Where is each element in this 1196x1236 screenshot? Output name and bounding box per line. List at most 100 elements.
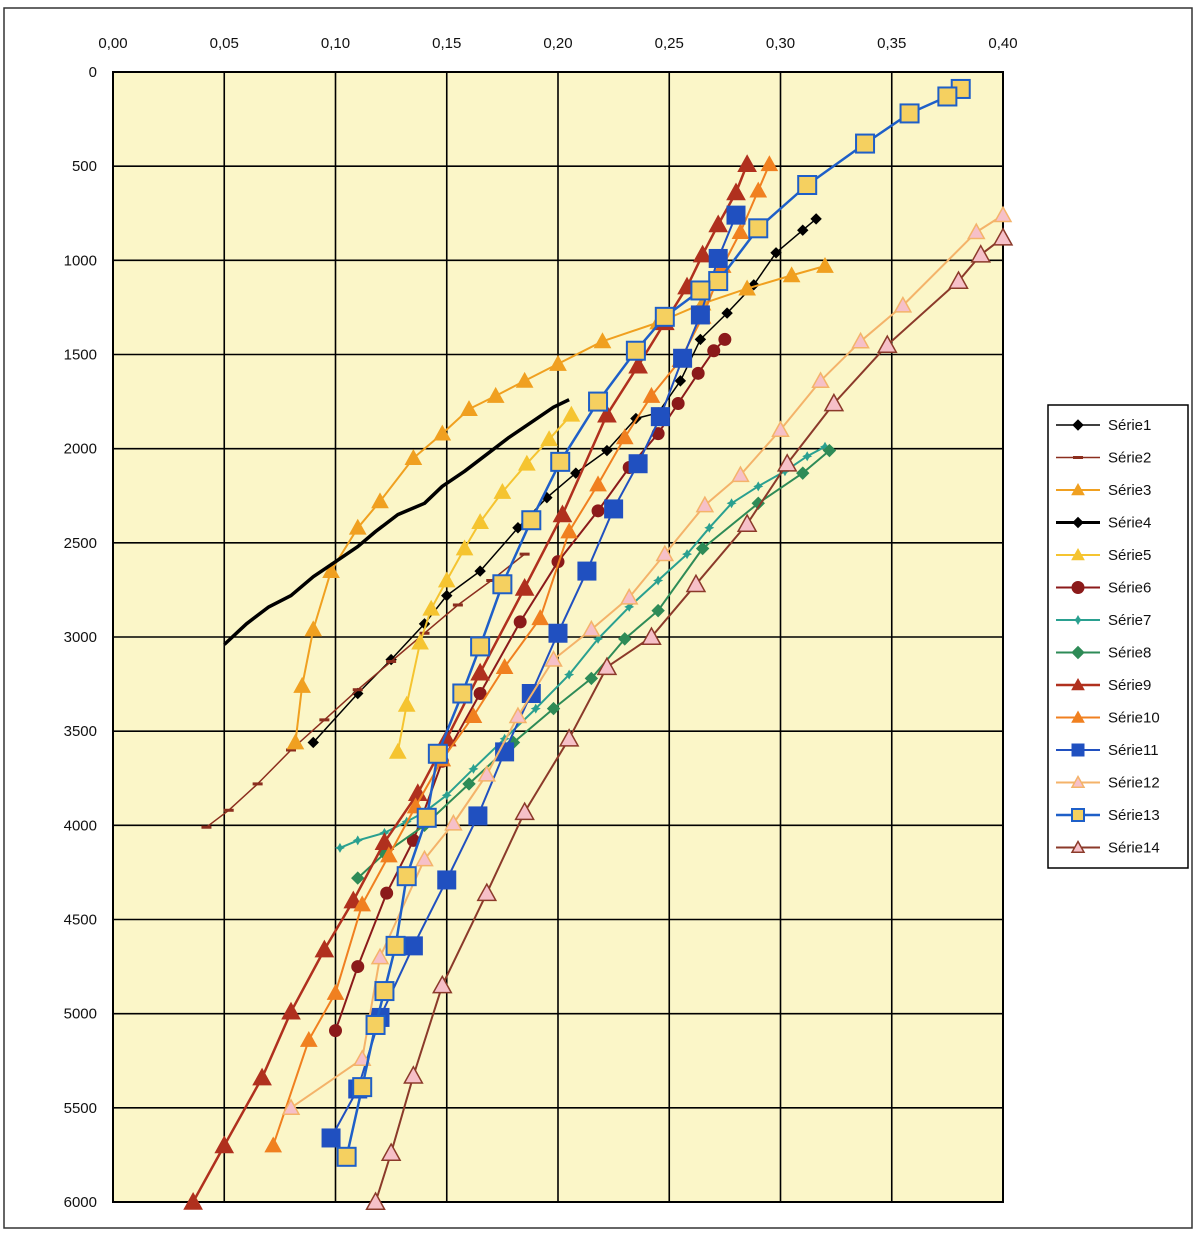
data-point (816, 256, 834, 273)
legend-marker (1071, 710, 1085, 723)
data-point (403, 936, 423, 956)
data-point (877, 334, 898, 354)
data-point (560, 522, 578, 539)
chart-frame (3, 7, 1193, 1229)
data-point (654, 306, 675, 327)
data-point (455, 539, 474, 556)
legend-item: Série1 (1056, 417, 1151, 434)
legend-item: Série13 (1056, 807, 1160, 824)
legend-item: Série9 (1056, 677, 1151, 694)
data-point (286, 748, 296, 752)
data-point (582, 619, 601, 637)
data-point (823, 392, 845, 412)
legend-marker (1072, 516, 1084, 529)
data-point (353, 895, 372, 912)
x-tick-label: 0,15 (432, 35, 461, 52)
data-point (570, 467, 582, 479)
data-point (753, 481, 764, 492)
data-point (671, 396, 685, 410)
data-point (352, 835, 363, 846)
data-point (513, 615, 527, 629)
data-point (796, 466, 810, 480)
data-point (386, 659, 397, 663)
y-tick-label: 5500 (64, 1100, 97, 1117)
data-point (336, 1146, 357, 1167)
data-point (519, 552, 530, 556)
legend-label: Série14 (1108, 840, 1160, 857)
data-point (476, 882, 498, 902)
data-point (726, 205, 746, 225)
data-point (653, 575, 664, 586)
data-point (726, 498, 737, 509)
data-point (396, 866, 417, 887)
data-point (530, 703, 541, 714)
data-point (493, 482, 512, 499)
data-point (462, 777, 476, 791)
data-point (264, 1136, 283, 1153)
data-point (334, 842, 345, 853)
data-point (992, 227, 1014, 246)
series-12 (281, 205, 1013, 1115)
data-point (460, 400, 478, 417)
data-point (718, 332, 732, 346)
data-point (441, 589, 453, 602)
data-point (625, 340, 646, 361)
data-point (641, 626, 662, 645)
legend-marker (1071, 677, 1085, 691)
data-point (628, 454, 648, 474)
data-point (433, 424, 452, 441)
data-point (771, 420, 790, 437)
data-point (899, 103, 920, 124)
y-tick-label: 0 (89, 64, 97, 81)
data-point (348, 518, 367, 535)
series-line (339, 445, 826, 849)
legend-item: Série12 (1056, 775, 1160, 792)
y-tick-label: 5000 (64, 1006, 97, 1023)
y-tick-label: 500 (72, 158, 97, 175)
data-point (546, 701, 561, 716)
data-point (495, 658, 514, 675)
data-point (351, 960, 365, 974)
legend-item: Série7 (1056, 612, 1151, 629)
data-point (471, 513, 489, 530)
legend-label: Série1 (1108, 417, 1151, 434)
data-point (432, 974, 453, 994)
data-point (737, 154, 757, 172)
data-point (674, 375, 687, 387)
data-point (521, 510, 542, 531)
data-point (380, 1142, 402, 1161)
data-point (486, 579, 497, 582)
legend-marker (1071, 743, 1085, 757)
data-point (642, 386, 661, 403)
data-point (322, 562, 340, 578)
data-point (371, 492, 389, 509)
data-point (810, 213, 822, 225)
data-point (508, 706, 528, 724)
data-point (512, 522, 524, 534)
data-point (802, 451, 813, 462)
data-point (749, 181, 768, 198)
legend-marker (1072, 419, 1084, 431)
data-point (584, 671, 599, 686)
data-point (411, 633, 429, 650)
data-point (748, 218, 769, 239)
data-point (252, 1067, 272, 1086)
data-point (552, 504, 573, 523)
data-point (937, 86, 958, 107)
data-point (427, 743, 448, 764)
legend-item: Série8 (1056, 645, 1151, 662)
legend-marker (1071, 482, 1085, 496)
data-point (695, 541, 710, 556)
data-point (441, 790, 452, 801)
legend-item: Série11 (1056, 742, 1159, 759)
legend-item: Série3 (1056, 482, 1151, 499)
y-tick-label: 2500 (64, 535, 97, 552)
data-point (518, 454, 536, 471)
legend-label: Série11 (1108, 742, 1159, 759)
data-point (589, 475, 607, 492)
data-point (820, 441, 830, 452)
data-point (492, 574, 513, 595)
x-tick-label: 0,40 (988, 35, 1017, 52)
legend-label: Série13 (1108, 807, 1160, 824)
data-point (514, 578, 535, 596)
